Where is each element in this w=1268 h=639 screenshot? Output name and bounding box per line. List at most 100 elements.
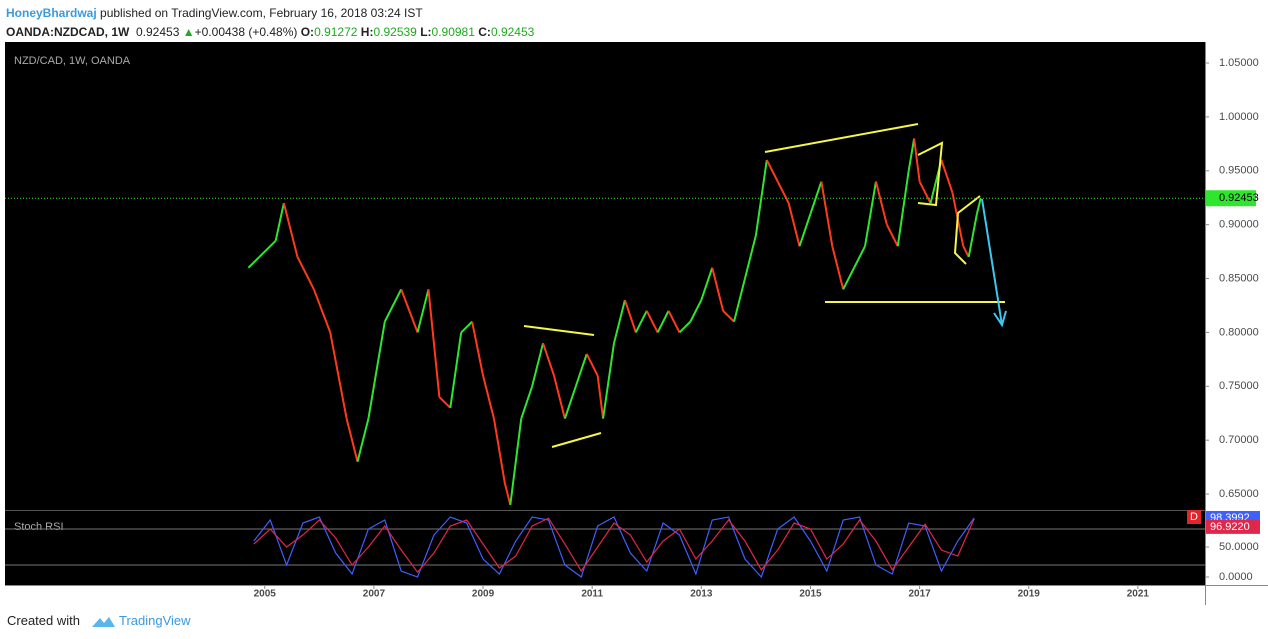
price-segment-group xyxy=(247,256,260,269)
price-segment xyxy=(427,289,441,398)
price-segment-group xyxy=(842,267,856,290)
price-segment-group xyxy=(563,385,577,419)
x-tick-label: 2009 xyxy=(472,589,495,600)
price-segment xyxy=(416,289,430,333)
price-segment xyxy=(258,240,277,258)
price-segment-group xyxy=(449,332,463,408)
price-segment xyxy=(296,256,315,290)
brand[interactable]: TradingView xyxy=(119,613,191,628)
price-segment xyxy=(645,310,659,333)
h-label: H: xyxy=(360,25,374,39)
y-tick-label: 1.05000 xyxy=(1219,57,1259,69)
price-segment xyxy=(563,385,577,419)
price-segment xyxy=(449,332,463,408)
arrow-head xyxy=(993,310,1007,328)
price-segment-group xyxy=(711,267,725,312)
pattern xyxy=(953,195,981,265)
price-segment-group xyxy=(667,310,681,333)
x-tick-label: 2007 xyxy=(363,589,386,600)
price-segment xyxy=(853,245,866,269)
price-segment-group xyxy=(864,181,877,247)
price-segment-group xyxy=(700,267,714,301)
footer-text: Created with xyxy=(7,613,80,628)
c-label: C: xyxy=(478,25,491,39)
footer: Created with TradingView xyxy=(7,613,191,629)
publish-line: HoneyBhardwaj published on TradingView.c… xyxy=(6,4,534,23)
y-tick-label: 0.80000 xyxy=(1219,326,1259,338)
price-segment-group xyxy=(940,159,954,193)
o: 0.91272 xyxy=(314,25,358,39)
price-segment-group xyxy=(809,181,823,215)
price-segment xyxy=(345,418,359,462)
price-segment-group xyxy=(733,278,746,322)
price-segment xyxy=(542,342,555,376)
price-segment xyxy=(885,224,899,247)
flag-box xyxy=(1187,510,1201,524)
price-segment xyxy=(776,181,790,204)
o-label: O: xyxy=(300,25,315,39)
y-tick-label: 0.95000 xyxy=(1219,165,1259,177)
price-segment xyxy=(864,181,877,247)
price-segment xyxy=(520,385,534,419)
price-segment-group xyxy=(345,418,359,462)
price-segment xyxy=(896,170,910,247)
price-segment xyxy=(967,213,978,258)
price-segment-group xyxy=(329,332,348,419)
symbol: OANDA:NZDCAD, 1W xyxy=(6,25,130,39)
price-segment-group xyxy=(542,342,555,376)
price-segment-group xyxy=(967,213,978,258)
price-segment-group xyxy=(312,288,332,333)
price-segment xyxy=(471,321,485,376)
price-segment-group xyxy=(689,299,703,323)
price-segment xyxy=(975,197,982,215)
logo xyxy=(91,616,115,627)
price-segment-group xyxy=(831,245,845,290)
price-segment-group xyxy=(585,353,599,376)
price-segment-group xyxy=(798,213,812,247)
price-segment-group xyxy=(258,240,277,258)
price-segment-group xyxy=(282,202,299,258)
drawings xyxy=(523,123,1007,448)
price-segment-group xyxy=(754,159,768,236)
y-tick-label: 0.90000 xyxy=(1219,219,1259,231)
logo-shape xyxy=(91,616,115,627)
last-price-box xyxy=(1206,190,1256,207)
price-segment-group xyxy=(613,299,626,344)
price-segment xyxy=(722,310,735,323)
price-segment xyxy=(509,418,523,505)
price-segment xyxy=(574,353,588,387)
price-segment-group xyxy=(645,310,659,333)
y-tick-label: 0.85000 xyxy=(1219,272,1259,284)
price-segment-group xyxy=(492,418,506,484)
price-segment-group xyxy=(656,310,670,333)
price-segment-group xyxy=(296,256,315,290)
price-segment xyxy=(282,202,299,258)
trendline xyxy=(551,432,602,448)
price-segment xyxy=(312,288,332,333)
trendline xyxy=(764,123,919,153)
price-segment xyxy=(274,202,285,242)
l-label: L: xyxy=(420,25,432,39)
price-segment xyxy=(765,159,779,183)
price-segment-group xyxy=(918,181,932,204)
price-segment xyxy=(492,418,506,484)
price-segment-group xyxy=(634,310,648,333)
h: 0.92539 xyxy=(373,25,417,39)
price-segment-group xyxy=(356,418,370,462)
y-tick-label: 0.75000 xyxy=(1219,380,1259,392)
y-tick-label: 50.0000 xyxy=(1219,541,1259,553)
price-segment xyxy=(585,353,599,376)
price-segment-group xyxy=(722,310,735,323)
price-segment xyxy=(329,332,348,419)
price-segment xyxy=(754,159,768,236)
author[interactable]: HoneyBhardwaj xyxy=(6,6,97,20)
indicator-title: Stoch RSI xyxy=(14,521,64,533)
price-segment-group xyxy=(438,396,451,409)
price-segment xyxy=(913,138,921,182)
price-segment-group xyxy=(602,343,615,419)
price-segment xyxy=(383,288,403,323)
price-segment xyxy=(962,245,970,258)
l: 0.90981 xyxy=(431,25,475,39)
price-segment-group xyxy=(596,375,605,419)
